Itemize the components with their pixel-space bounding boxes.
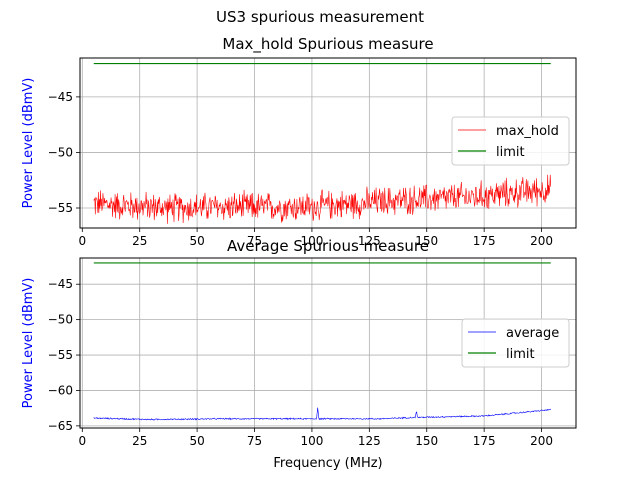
legend: average limit — [461, 318, 570, 368]
x-tick-label: 150 — [415, 434, 438, 448]
x-tick-label: 25 — [132, 434, 147, 448]
y-tick-label: −65 — [48, 419, 73, 433]
legend-label: average — [506, 326, 559, 341]
grid — [80, 258, 576, 428]
series-line-max_hold — [93, 174, 552, 224]
x-tick-label: 150 — [415, 234, 438, 248]
y-axis-label: Power Level (dBmV) — [21, 278, 36, 409]
legend-label: max_hold — [496, 124, 559, 139]
axes-frame — [79, 57, 577, 229]
y-tick-label: −45 — [48, 90, 73, 104]
figure-suptitle: US3 spurious measurement — [216, 8, 424, 26]
plot-area — [93, 62, 552, 224]
grid — [80, 58, 576, 228]
plot-area — [93, 262, 551, 421]
chart-title: Max_hold Spurious measure — [222, 35, 433, 54]
x-tick-label: 0 — [78, 234, 86, 248]
series-line-average — [93, 407, 551, 421]
x-tick-label: 75 — [247, 434, 262, 448]
x-tick-label: 175 — [473, 434, 496, 448]
chart-average: Average Spurious measure Power Level (dB… — [21, 237, 577, 471]
x-tick-label: 175 — [473, 234, 496, 248]
x-tick-label: 50 — [189, 234, 204, 248]
y-axis-label: Power Level (dBmV) — [21, 78, 36, 209]
y-tick-label: −55 — [48, 201, 73, 215]
x-tick-label: 100 — [300, 234, 323, 248]
y-tick-label: −45 — [48, 277, 73, 291]
x-tick-label: 200 — [530, 234, 553, 248]
x-tick-label: 50 — [189, 434, 204, 448]
chart-title: Average Spurious measure — [227, 237, 429, 255]
x-tick-label: 200 — [530, 434, 553, 448]
y-tick-label: −55 — [48, 348, 73, 362]
x-axis: 0 25 50 75 100 125 150 175 200 — [78, 428, 553, 448]
legend-label: limit — [506, 347, 535, 362]
x-axis: 0 25 50 75 100 125 150 175 200 — [78, 228, 553, 248]
legend-box — [461, 318, 570, 368]
y-axis: −55 −50 −45 — [48, 90, 80, 215]
x-tick-label: 125 — [358, 434, 381, 448]
y-tick-label: −50 — [48, 313, 73, 327]
x-tick-label: 125 — [358, 234, 381, 248]
legend-label: limit — [496, 145, 525, 160]
axes-frame — [79, 257, 577, 429]
x-tick-label: 100 — [300, 434, 323, 448]
x-tick-label: 25 — [132, 234, 147, 248]
x-tick-label: 75 — [247, 234, 262, 248]
y-tick-label: −60 — [48, 383, 73, 397]
x-axis-label: Frequency (MHz) — [273, 456, 382, 471]
y-tick-label: −50 — [48, 145, 73, 159]
y-axis: −65 −60 −55 −50 −45 — [48, 277, 80, 433]
x-tick-label: 0 — [78, 434, 86, 448]
legend-box — [451, 116, 570, 166]
chart-max-hold: Max_hold Spurious measure Power Level (d… — [21, 35, 577, 248]
